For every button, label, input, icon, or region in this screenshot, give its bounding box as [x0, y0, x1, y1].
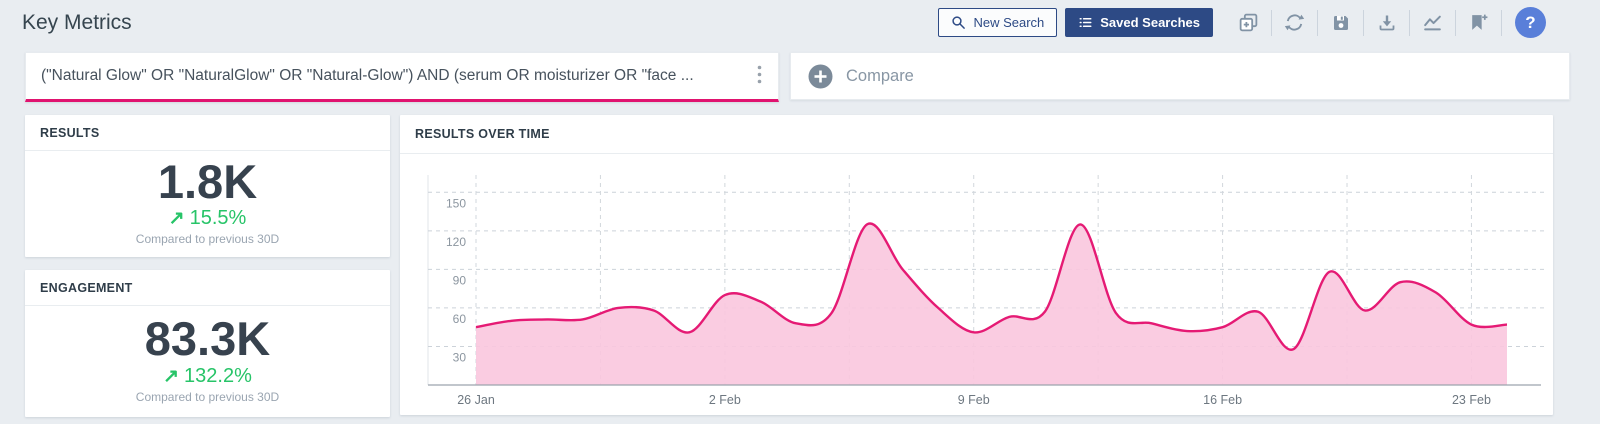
add-to-dashboard-button[interactable]	[1225, 10, 1271, 36]
up-arrow-icon: ↗	[163, 365, 180, 387]
new-search-label: New Search	[973, 15, 1045, 30]
svg-text:60: 60	[453, 312, 467, 326]
search-icon	[952, 16, 966, 29]
bookmark-add-button[interactable]	[1455, 9, 1501, 36]
toolbar-icon-group: ?	[1225, 7, 1546, 38]
svg-text:90: 90	[453, 273, 467, 287]
engagement-change-percent: 132.2%	[184, 364, 252, 387]
results-change-percent: 15.5%	[189, 207, 247, 230]
add-to-dashboard-icon	[1239, 13, 1257, 32]
save-icon	[1333, 15, 1348, 30]
save-button[interactable]	[1317, 9, 1363, 36]
results-over-time-chart[interactable]: 30 60 90 120 150 26 Jan 2 Feb 9 Feb 16 Feb 23 Feb	[400, 161, 1553, 414]
help-icon: ?	[1525, 13, 1536, 32]
refresh-icon	[1284, 14, 1305, 31]
add-compare-icon	[808, 64, 833, 88]
engagement-metric-card: ENGAGEMENT 83.3K ↗ 132.2% Compared to pr…	[25, 270, 390, 417]
page-title: Key Metrics	[22, 10, 132, 34]
engagement-value: 83.3K	[144, 312, 271, 366]
svg-text:150: 150	[446, 196, 466, 210]
svg-text:26 Jan: 26 Jan	[457, 393, 495, 407]
svg-text:30: 30	[453, 350, 467, 364]
svg-text:120: 120	[446, 235, 466, 249]
saved-searches-button[interactable]: Saved Searches	[1065, 8, 1213, 37]
results-change-caption: Compared to previous 30D	[135, 232, 280, 247]
results-over-time-card: RESULTS OVER TIME 30 60 90 120 150 26 Jan 2 Fe…	[400, 115, 1553, 415]
active-query-bar[interactable]: ("Natural Glow" OR "NaturalGlow" OR "Nat…	[25, 52, 779, 102]
results-metric-card: RESULTS 1.8K ↗ 15.5% Compared to previou…	[25, 115, 390, 257]
engagement-change-caption: Compared to previous 30D	[135, 389, 280, 404]
compare-label: Compare	[846, 66, 914, 85]
toolbar: New Search Saved Searches	[938, 7, 1546, 38]
query-text: ("Natural Glow" OR "NaturalGlow" OR "Nat…	[41, 67, 694, 84]
saved-searches-label: Saved Searches	[1100, 15, 1200, 30]
metrics-column: RESULTS 1.8K ↗ 15.5% Compared to previou…	[25, 115, 390, 417]
engagement-card-body: 83.3K ↗ 132.2% Compared to previous 30D	[25, 306, 390, 417]
results-card-body: 1.8K ↗ 15.5% Compared to previous 30D	[25, 151, 390, 257]
engagement-card-header: ENGAGEMENT	[25, 270, 390, 306]
trend-chart-icon	[1424, 15, 1441, 31]
svg-text:16 Feb: 16 Feb	[1203, 393, 1242, 407]
content-area: RESULTS 1.8K ↗ 15.5% Compared to previou…	[0, 115, 1600, 417]
results-card-header: RESULTS	[25, 115, 390, 151]
engagement-change: ↗ 132.2%	[163, 365, 252, 388]
query-menu-button[interactable]	[749, 61, 770, 91]
results-value: 1.8K	[157, 154, 258, 208]
bookmark-add-icon	[1472, 14, 1488, 30]
top-bar: Key Metrics New Search Saved Searches	[0, 0, 1600, 45]
list-icon	[1079, 18, 1092, 27]
help-divider: ?	[1501, 7, 1546, 38]
compare-bar[interactable]: Compare	[790, 52, 1570, 100]
download-button[interactable]	[1363, 9, 1409, 36]
up-arrow-icon: ↗	[168, 208, 185, 230]
svg-text:23 Feb: 23 Feb	[1452, 393, 1491, 407]
download-icon	[1379, 15, 1394, 30]
svg-text:2 Feb: 2 Feb	[709, 393, 741, 407]
chart-card-header: RESULTS OVER TIME	[400, 115, 1553, 154]
help-button[interactable]: ?	[1515, 7, 1546, 38]
trend-chart-button[interactable]	[1409, 9, 1455, 36]
results-change: ↗ 15.5%	[169, 207, 247, 230]
query-row: ("Natural Glow" OR "NaturalGlow" OR "Nat…	[0, 52, 1600, 102]
kebab-menu-icon	[757, 65, 762, 84]
new-search-button[interactable]: New Search	[938, 8, 1058, 37]
refresh-button[interactable]	[1271, 9, 1317, 36]
svg-text:9 Feb: 9 Feb	[958, 393, 990, 407]
